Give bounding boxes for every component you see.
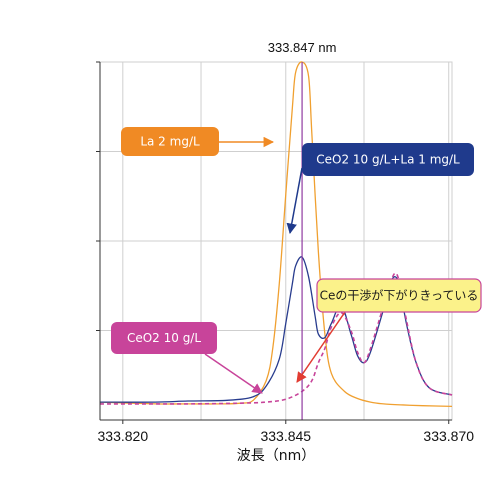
callout-label-1: CeO2 10 g/L+La 1 mg/L: [316, 153, 460, 167]
x-axis-title: 波長（nm）: [237, 448, 316, 464]
callout-label-0: La 2 mg/L: [140, 135, 200, 149]
callout-label-2: CeO2 10 g/L: [127, 331, 201, 345]
y-axis-ticks: [96, 61, 100, 331]
marker-layer: 333.847 nm: [268, 40, 337, 420]
callout-box-3: [316, 278, 482, 313]
callout-box-2: [111, 322, 217, 354]
callout-arrow-1: [286, 167, 303, 235]
callout-box-0: [121, 127, 219, 156]
callout-arrow-3: [296, 311, 346, 383]
x-tick-label-1: 333.845: [260, 428, 311, 444]
x-tick-labels: 333.820 333.845 333.870: [98, 428, 475, 444]
x-tick-label-0: 333.820: [98, 428, 149, 444]
annotation-layer: La 2 mg/L CeO2 10 g/L+La 1 mg/L CeO2 10 g/…: [111, 127, 482, 394]
peak-wavelength-label: 333.847 nm: [268, 40, 337, 55]
callout-arrow-2: [204, 353, 263, 394]
callout-label-3: Ceの干渉が下がりきっている: [320, 288, 479, 303]
gridlines: [100, 62, 452, 420]
callout-box-1: [302, 143, 474, 176]
x-tick-label-2: 333.870: [423, 428, 474, 444]
x-axis-ticks: [122, 420, 450, 424]
